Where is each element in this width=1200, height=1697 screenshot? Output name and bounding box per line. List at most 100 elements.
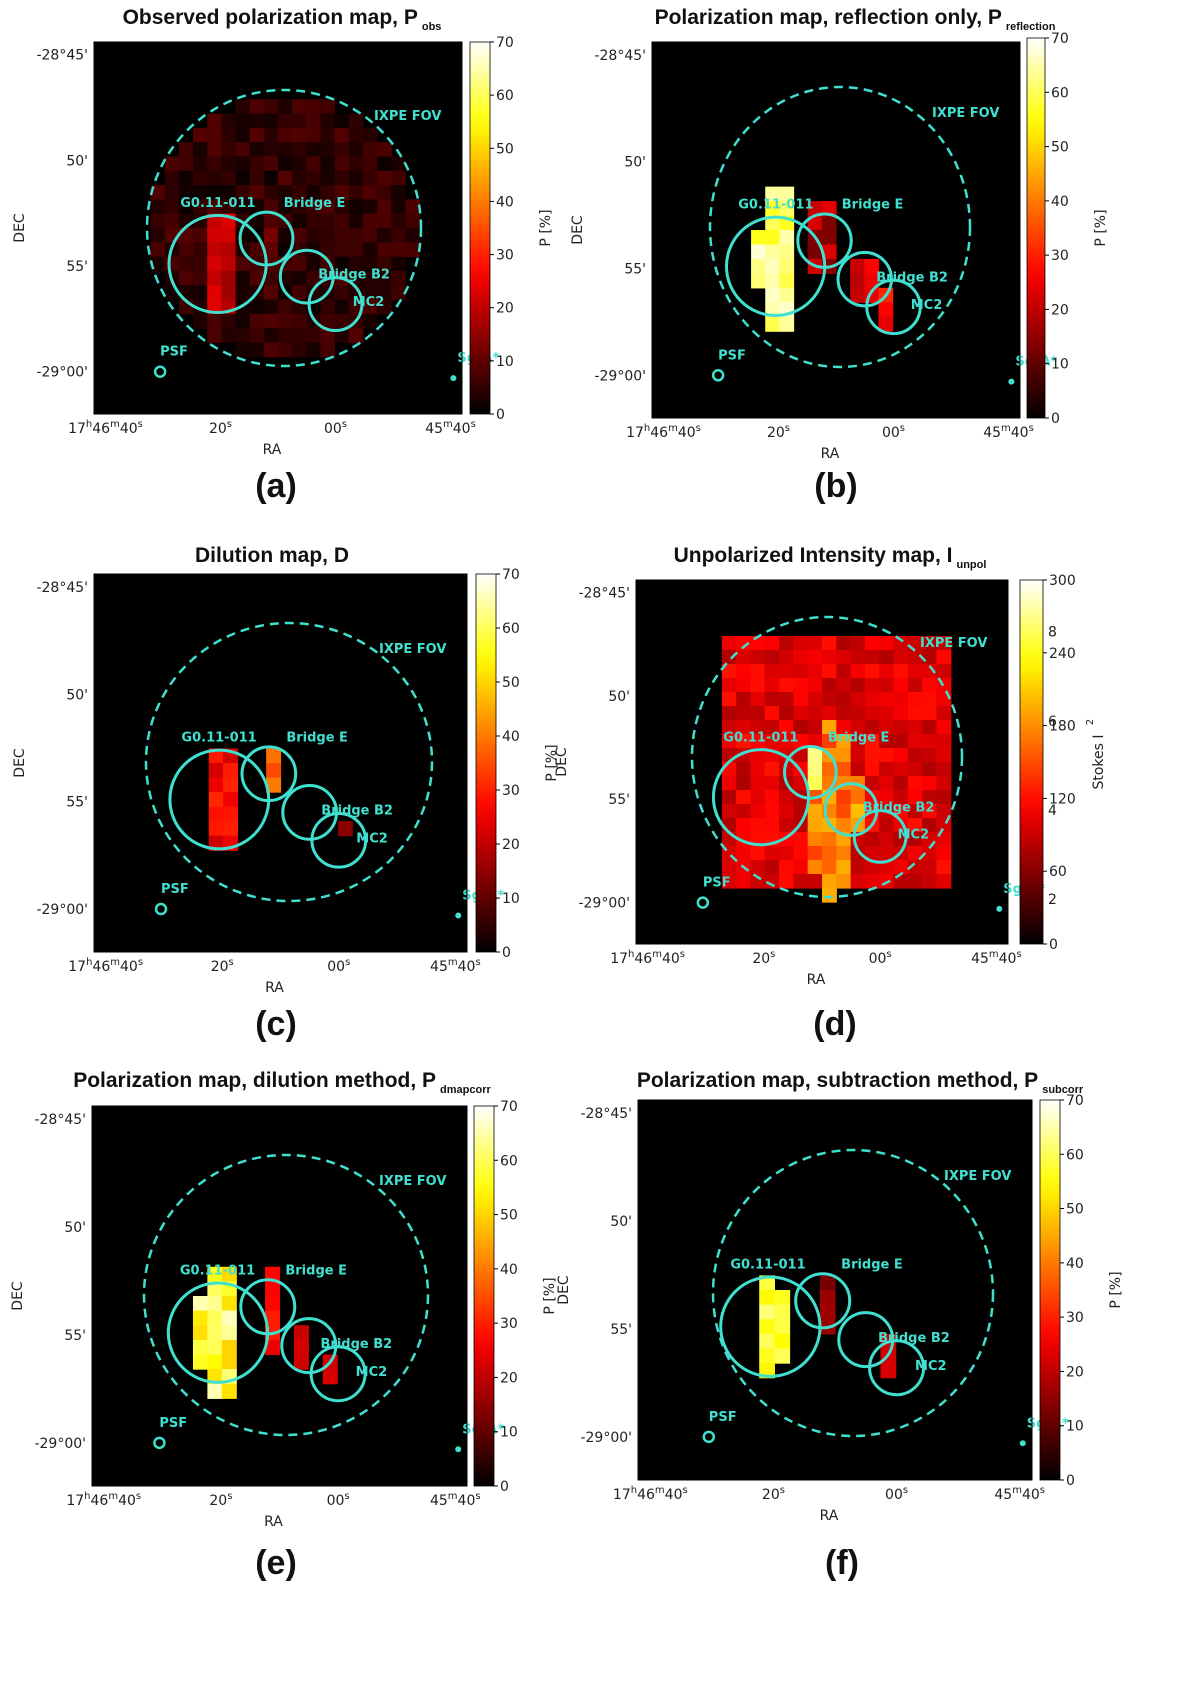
mc2-label: MC2 [356,1365,388,1380]
sgra-marker [1008,378,1015,385]
heatmap-cell [207,256,222,272]
dec-tick-label: 55' [66,795,88,811]
sgra-marker [455,1446,462,1453]
heatmap-cell [263,270,279,286]
heatmap-cell [850,678,866,693]
heatmap-cell [751,258,766,274]
heatmap-cell [150,213,166,229]
axes-frame [635,579,1009,945]
heatmap-cell [306,142,322,158]
heatmap-cell [263,313,279,329]
colorbar-tick-label: 60 [500,1153,518,1169]
dec-tick-label: 50' [608,689,630,705]
heatmap-cell [192,1354,208,1370]
ra-tick-s: s [780,1485,785,1496]
g0-11-011-label: G0.11-011 [180,1263,255,1278]
heatmap-cell [819,1304,836,1320]
ra-tick-m: m [1012,1485,1022,1496]
colorbar-tick-label: 70 [502,567,520,583]
heatmap-cell [320,228,336,243]
ra-tick-label: 17h46m40s [610,949,685,967]
heatmap-cell [266,763,282,779]
colorbar-label: Stokes I [1091,734,1107,789]
heatmap-cell [922,692,938,707]
heatmap-cell [750,664,766,679]
colorbar-tick-label: 10 [500,1425,518,1441]
heatmap-cell [750,692,766,707]
heatmap-cell [893,664,909,679]
heatmap-cell [750,678,766,693]
heatmap-cell [893,636,909,651]
y-axis-label: DEC [10,1281,26,1311]
heatmap-cell [221,1325,237,1341]
heatmap-cell [348,185,364,200]
heatmap-cell [893,804,909,819]
ra-tick-s: s [1040,1485,1045,1496]
heatmap-cell [334,185,350,200]
heatmap-cell [249,313,265,329]
heatmap-cell [765,316,780,332]
heatmap-cell [235,256,251,272]
heatmap-cell [334,328,350,344]
dec-tick-label: 55' [610,1322,632,1338]
heatmap-cell [807,874,823,889]
heatmap-cell [907,874,923,889]
heatmap-cell [750,804,766,819]
panel-f: Polarization map, subtraction method, P s… [556,1069,1124,1582]
heatmap-cell [235,142,251,158]
colorbar-tick-label: 30 [496,248,514,264]
mc2-region [865,278,922,336]
panel-title: Observed polarization map, P obs [123,6,442,33]
heatmap-cell [721,734,737,749]
x-axis-label: RA [807,972,826,988]
heatmap-cell [193,228,208,243]
heatmap-cell [793,650,809,665]
heatmap-cell [207,142,222,158]
ixpe-fov-label: IXPE FOV [379,1174,446,1189]
heatmap-cell [750,818,766,833]
heatmap-cell [779,874,794,889]
heatmap-cell [774,1319,791,1335]
x-axis-label: RA [820,1508,839,1524]
heatmap-cell [864,832,880,847]
heatmap-cell [779,258,795,274]
ra-tick-s-val: 40 [458,1493,476,1509]
heatmap-cell [765,287,780,303]
heatmap-cell [391,170,406,186]
colorbar-tick-label: 60 [1051,85,1069,101]
heatmap-cell [362,185,378,200]
heatmap-cell [221,156,237,172]
heatmap-cell [405,228,421,243]
heatmap-cell [807,748,823,763]
ra-tick-main: 20 [767,425,785,441]
heatmap-cell [292,285,307,301]
panel-title: Polarization map, dilution method, P dmap… [73,1069,491,1096]
heatmap-cell [779,287,795,303]
heatmap-cell [736,734,752,749]
colorbar-tick-label: 300 [1049,573,1076,589]
colorbar-ghost-label: 6 [1048,714,1057,730]
heatmap-cell [193,285,208,301]
mc2-label: MC2 [356,831,388,846]
ra-tick-main: 20 [209,1493,227,1509]
colorbar-tick-label: 60 [496,88,514,104]
heatmap-cell [793,846,809,861]
heatmap-cell [936,874,952,889]
heatmap-cell [779,762,794,777]
ra-tick-label: 00s [324,419,347,437]
panel-c: Dilution map, D (c) G0.11-011 Bridge E Bridg… [12,544,560,1043]
heatmap-cell [774,1290,791,1306]
ra-tick-main: 45 [983,425,1001,441]
heatmap-cell [306,342,322,358]
heatmap-cell [807,776,823,791]
heatmap-cells [192,1266,338,1399]
psf-marker [702,1430,716,1444]
heatmap-cell [879,832,895,847]
heatmap-cell [377,299,392,315]
heatmap-cell [736,636,752,651]
heatmap-cell [221,1266,237,1282]
heatmap-cell [334,313,350,329]
heatmap-cell [793,874,809,889]
ixpe-fov-circle [711,1148,995,1438]
heatmap-cell [793,664,809,679]
